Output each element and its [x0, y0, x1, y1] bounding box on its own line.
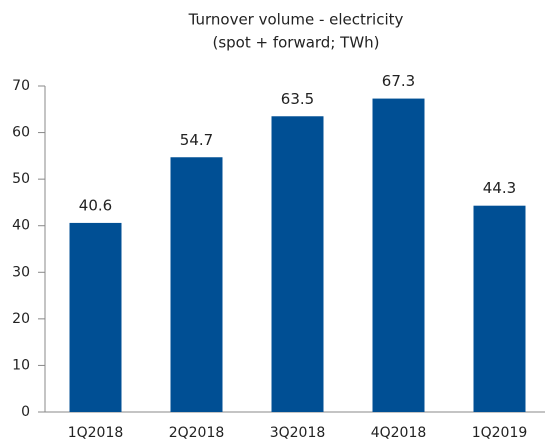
y-tick-label: 30	[12, 264, 30, 280]
x-tick-label: 4Q2018	[371, 425, 427, 441]
y-tick-label: 50	[12, 171, 30, 187]
y-tick-label: 0	[21, 404, 30, 420]
y-tick-label: 40	[12, 218, 30, 234]
y-tick-label: 10	[12, 357, 30, 373]
bar	[372, 98, 425, 413]
chart-title: Turnover volume - electricity	[188, 11, 404, 29]
bar	[69, 222, 122, 412]
value-label: 44.3	[483, 179, 516, 197]
y-tick-label: 70	[12, 78, 30, 94]
value-label: 54.7	[180, 131, 213, 149]
bar	[271, 116, 324, 413]
y-tick-label: 60	[12, 125, 30, 141]
y-tick-label: 20	[12, 311, 30, 327]
value-label: 67.3	[382, 72, 415, 90]
value-label: 63.5	[281, 90, 314, 108]
chart-subtitle: (spot + forward; TWh)	[212, 34, 379, 52]
x-tick-label: 1Q2018	[68, 425, 124, 441]
x-tick-label: 2Q2018	[169, 425, 225, 441]
value-label: 40.6	[79, 196, 112, 214]
bar	[170, 157, 223, 412]
bar	[473, 205, 526, 412]
x-tick-label: 3Q2018	[270, 425, 326, 441]
x-tick-label: 1Q2019	[472, 425, 528, 441]
